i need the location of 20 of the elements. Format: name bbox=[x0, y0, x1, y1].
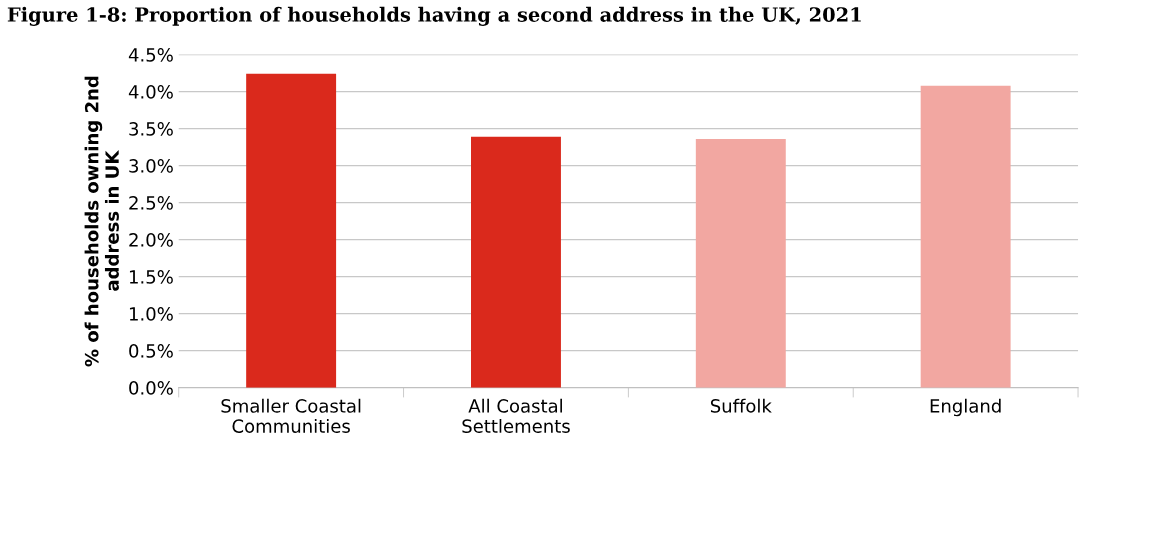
y-tick-label: 4.0% bbox=[128, 85, 173, 99]
y-tick-label: 0.5% bbox=[129, 344, 173, 358]
y-tick-label: 2.0% bbox=[129, 233, 173, 247]
chart-title: Figure 1-8: Proportion of households having a second address in the UK, 2021 bbox=[7, 6, 861, 26]
x-tick-label: Smaller Coastal Communities bbox=[221, 398, 361, 433]
y-tick-label: 1.5% bbox=[129, 270, 173, 284]
y-axis-title: % of households owning 2nd address in UK bbox=[84, 76, 119, 367]
x-tick-label: Suffolk bbox=[710, 398, 772, 413]
x-tick-label: All Coastal Settlements bbox=[462, 398, 570, 433]
y-tick-label: 0.0% bbox=[129, 381, 173, 395]
bar bbox=[246, 73, 337, 388]
y-tick-label: 3.0% bbox=[129, 159, 173, 173]
x-tick-label: England bbox=[930, 398, 1001, 417]
y-tick-label: 4.5% bbox=[128, 48, 173, 62]
y-tick-label: 1.0% bbox=[129, 307, 173, 321]
bar bbox=[920, 85, 1011, 388]
bar bbox=[471, 136, 561, 388]
y-tick-label: 3.5% bbox=[129, 122, 173, 136]
bar bbox=[695, 138, 786, 388]
y-tick-label: 2.5% bbox=[129, 196, 173, 210]
